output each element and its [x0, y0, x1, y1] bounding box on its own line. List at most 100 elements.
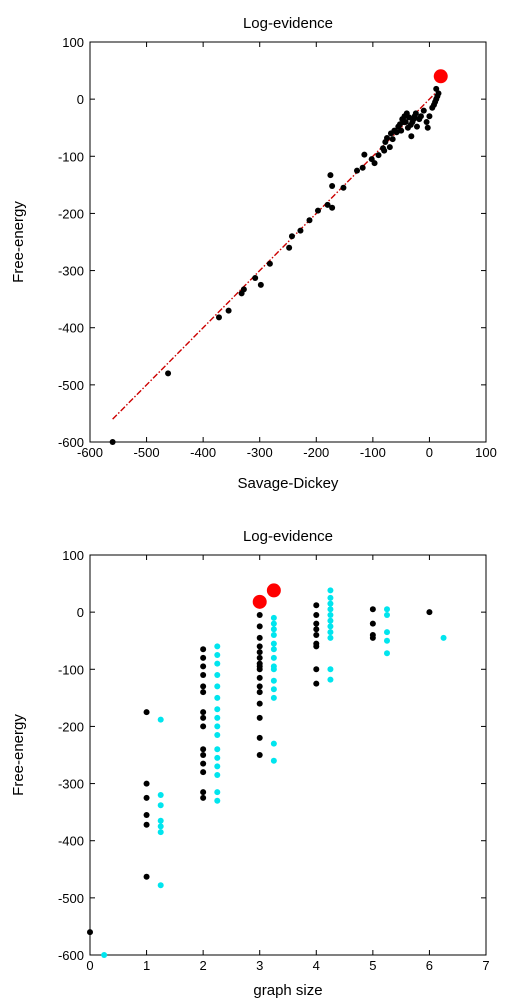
data-point [256, 612, 263, 618]
data-point [256, 714, 263, 721]
data-point [384, 650, 390, 657]
data-point [340, 184, 347, 191]
data-point [329, 183, 336, 189]
data-point [435, 90, 442, 97]
data-point [361, 151, 368, 158]
data-point [143, 794, 150, 801]
data-point [256, 674, 263, 681]
data-point [412, 110, 419, 117]
data-point [143, 709, 150, 716]
data-point [214, 732, 221, 738]
data-point [354, 167, 361, 174]
data-point [313, 626, 320, 633]
data-point [214, 683, 221, 690]
data-point [327, 594, 334, 601]
data-point [143, 873, 150, 880]
plot-frame [89, 554, 487, 956]
data-point [327, 606, 334, 613]
data-point [423, 119, 430, 125]
data-point [257, 281, 264, 288]
y-tick-label: -200 [58, 719, 84, 734]
chart-graph-size: Log-evidence 0 1 2 3 4 5 6 7 100 0 -100 -200 -300 -4… [10, 528, 490, 999]
data-point [214, 772, 221, 778]
data-point [440, 634, 447, 641]
data-point [384, 135, 390, 141]
data-point [384, 606, 390, 613]
x-tick-label: 100 [475, 445, 497, 460]
y-tick-label: -200 [58, 206, 84, 221]
data-point [313, 643, 320, 650]
data-point [327, 617, 334, 624]
data-point [327, 629, 334, 636]
data-point [165, 370, 172, 377]
data-point [256, 654, 263, 661]
data-point [270, 666, 277, 673]
data-point [214, 714, 221, 721]
data-point [426, 609, 433, 616]
data-point [200, 709, 207, 716]
data-point [157, 802, 164, 809]
y-tick-label: -300 [58, 264, 84, 279]
data-point [288, 233, 295, 240]
x-tick-label: 0 [86, 958, 93, 973]
data-point [406, 114, 413, 121]
data-point [200, 752, 207, 758]
y-tick-label: -600 [58, 948, 84, 963]
data-point [433, 85, 440, 92]
y-tick-label: -100 [58, 662, 84, 677]
data-point [143, 780, 150, 787]
y-axis-label: Free-energy [10, 201, 27, 283]
data-point [256, 734, 263, 741]
data-point [327, 623, 334, 630]
data-point [200, 689, 207, 696]
data-point [214, 660, 221, 667]
chart-title: Log-evidence [243, 15, 333, 32]
data-point [402, 119, 409, 125]
data-point [389, 136, 396, 143]
data-point [215, 314, 222, 321]
x-tick-label: 2 [200, 958, 207, 973]
data-point [200, 789, 207, 796]
data-point [214, 723, 221, 730]
data-point [256, 752, 263, 758]
data-point [214, 763, 221, 770]
data-point [214, 652, 221, 658]
x-tick-label: 1 [143, 958, 150, 973]
highlight-point [433, 69, 448, 84]
x-tick-label: -600 [77, 445, 103, 460]
data-point [327, 587, 334, 594]
data-point [214, 754, 221, 761]
data-point [313, 666, 320, 673]
data-point [200, 654, 207, 661]
plot-marks [109, 69, 448, 445]
data-point [256, 683, 263, 690]
y-axis-label: Free-energy [10, 714, 27, 796]
data-point [270, 640, 277, 647]
data-point [270, 694, 277, 701]
data-point [329, 204, 336, 211]
x-tick-label: 7 [482, 958, 489, 973]
data-point [157, 817, 164, 824]
data-point [359, 164, 366, 171]
data-point [214, 694, 221, 701]
data-point [157, 716, 164, 723]
data-point [200, 760, 207, 767]
data-point [270, 654, 277, 661]
highlight-point [252, 594, 267, 609]
data-point [384, 612, 390, 618]
y-tick-label: -300 [58, 777, 84, 792]
chart-title: Log-evidence [243, 528, 333, 545]
data-point [109, 439, 116, 445]
data-point [256, 623, 263, 630]
data-point [408, 133, 415, 140]
data-point [313, 612, 320, 618]
data-point [157, 792, 164, 798]
y-tick-label: -400 [58, 321, 84, 336]
data-point [270, 757, 277, 764]
data-point [225, 307, 232, 314]
x-axis: 0 1 2 3 4 5 6 7 [86, 555, 490, 973]
data-point [200, 672, 207, 678]
data-point [200, 769, 207, 776]
x-tick-label: 6 [426, 958, 433, 973]
